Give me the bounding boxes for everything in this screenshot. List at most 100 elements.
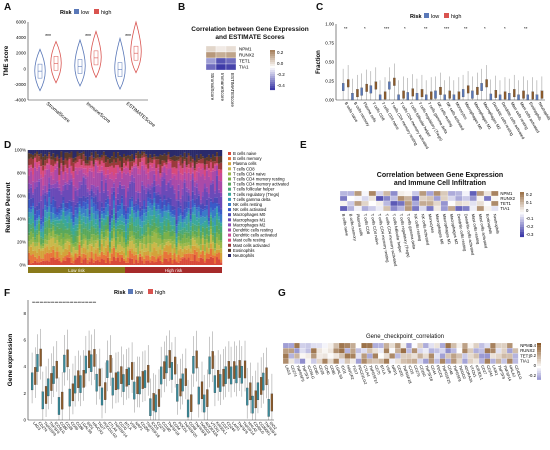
panel-d-bar-segment	[181, 249, 184, 253]
panel-d-bar-segment	[211, 171, 215, 181]
panel-d-bar-segment	[189, 195, 192, 201]
panel-d-bar-segment	[159, 173, 162, 176]
panel-b-cell	[205, 45, 217, 53]
panel-d-bar-segment	[78, 181, 81, 189]
panel-d-bar-segment	[108, 198, 112, 206]
panel-d-bar-segment	[96, 210, 99, 215]
panel-d-bar-segment	[129, 250, 132, 259]
panel-f-box	[114, 372, 118, 391]
panel-d-bar-segment	[90, 234, 93, 238]
panel-b-colorbar-step	[270, 64, 275, 67]
panel-d-bar-segment	[215, 156, 219, 164]
panel-d-bar-segment	[129, 198, 132, 201]
panel-d-bar-segment	[42, 243, 45, 247]
panel-d-bar-segment	[129, 175, 132, 182]
panel-a-violin	[34, 48, 46, 92]
panel-d-bar-segment	[88, 165, 91, 169]
panel-d-bar-segment	[64, 219, 67, 227]
panel-d-bar-segment	[74, 259, 77, 265]
panel-e-cell	[361, 190, 369, 197]
panel-g-cell	[422, 358, 429, 364]
panel-d-bar-segment	[90, 226, 93, 235]
panel-d-bar-segment	[46, 235, 49, 241]
panel-d-bar-segment	[92, 247, 95, 254]
panel-d-bar-segment	[209, 157, 213, 160]
panel-d-bar-segment	[201, 196, 205, 204]
panel-letter-b: B	[178, 2, 186, 13]
panel-d-bar-segment	[171, 259, 174, 264]
panel-d-bar-segment	[163, 247, 166, 252]
panel-d-bar-segment	[66, 228, 69, 230]
panel-d-bar-segment	[118, 167, 122, 170]
panel-d-bar-segment	[60, 227, 63, 234]
panel-d-bar-segment	[201, 244, 205, 251]
panel-d-bar-segment	[203, 164, 207, 170]
panel-d-bar-segment	[211, 240, 215, 243]
panel-d-bar-segment	[199, 169, 202, 177]
panel-d-bar-segment	[80, 206, 83, 209]
panel-d-bar-segment	[145, 224, 148, 232]
panel-a-xtick: StromalScore	[45, 101, 71, 124]
panel-d-bar-segment	[42, 165, 45, 171]
panel-d-bar-segment	[153, 180, 156, 187]
panel-d-bar-segment	[88, 244, 91, 252]
panel-d-bar-segment	[163, 215, 166, 221]
panel-d-bar-segment	[46, 240, 49, 245]
panel-d-bar-segment	[74, 167, 77, 171]
panel-d-bar-segment	[58, 150, 61, 159]
panel-d-bar-segment	[167, 169, 170, 182]
panel-d-bar-segment	[86, 208, 89, 218]
panel-d-bar-segment	[80, 169, 83, 182]
panel-d-bar-segment	[161, 229, 164, 235]
panel-d-bar-segment	[120, 188, 124, 196]
panel-d-bar-segment	[108, 241, 112, 248]
panel-d-bar-segment	[205, 166, 209, 171]
panel-g-col-label: VSIR	[385, 365, 392, 375]
panel-d-bar-segment	[139, 211, 142, 217]
panel-d-bar-segment	[68, 216, 71, 224]
panel-d-bar-segment	[32, 174, 35, 182]
panel-d-bar-segment	[46, 158, 49, 164]
panel-d-bar-segment	[185, 216, 188, 225]
panel-d-bar-segment	[189, 239, 192, 246]
panel-d-bar-segment	[151, 225, 154, 232]
panel-d-bar-segment	[135, 254, 138, 260]
panel-d-bar-segment	[179, 248, 182, 258]
panel-e-cell	[462, 190, 470, 197]
panel-g-cell	[478, 348, 485, 354]
panel-b-cell	[225, 57, 237, 65]
panel-d-legend-label: B cells naive	[233, 151, 257, 156]
panel-d-bar-segment	[64, 171, 67, 183]
panel-d-bar-segment	[145, 174, 148, 188]
panel-d-bar-segment	[137, 158, 140, 167]
panel-d-bar-segment	[36, 168, 39, 171]
panel-d-bar-segment	[30, 219, 33, 225]
panel-d-bar-segment	[129, 173, 132, 176]
panel-d-bar-segment	[86, 259, 89, 264]
panel-d-bar-segment	[106, 167, 110, 170]
panel-d-bar-segment	[122, 153, 126, 158]
panel-e-colorbar-tick: -0.1	[526, 216, 534, 221]
panel-d-bar-segment	[94, 260, 97, 265]
panel-d-bar-segment	[137, 262, 140, 265]
panel-d-bar-segment	[141, 150, 144, 152]
panel-f-box	[63, 354, 66, 373]
panel-d-bar-segment	[36, 151, 39, 155]
panel-g-col-label: CD40	[323, 365, 330, 376]
panel-d-bar-segment	[215, 213, 219, 220]
panel-d-bar-segment	[137, 254, 140, 258]
panel-d-bar-segment	[122, 185, 126, 189]
panel-d-bar-segment	[38, 262, 41, 265]
panel-d-bar-segment	[163, 225, 166, 233]
panel-d-bar-segment	[90, 171, 93, 185]
panel-d-bar-segment	[80, 246, 83, 249]
panel-d-bar-segment	[38, 223, 41, 232]
panel-g-col-label: TNFRSF14	[368, 365, 378, 384]
panel-d-bar-segment	[76, 236, 79, 244]
panel-d-bar-segment	[197, 245, 200, 249]
panel-e-cell	[491, 190, 499, 197]
panel-f-xtick: PDCD1	[177, 421, 188, 433]
panel-d-bar-segment	[100, 150, 103, 155]
panel-d-bar-segment	[173, 259, 176, 265]
panel-d-bar-segment	[135, 191, 138, 201]
